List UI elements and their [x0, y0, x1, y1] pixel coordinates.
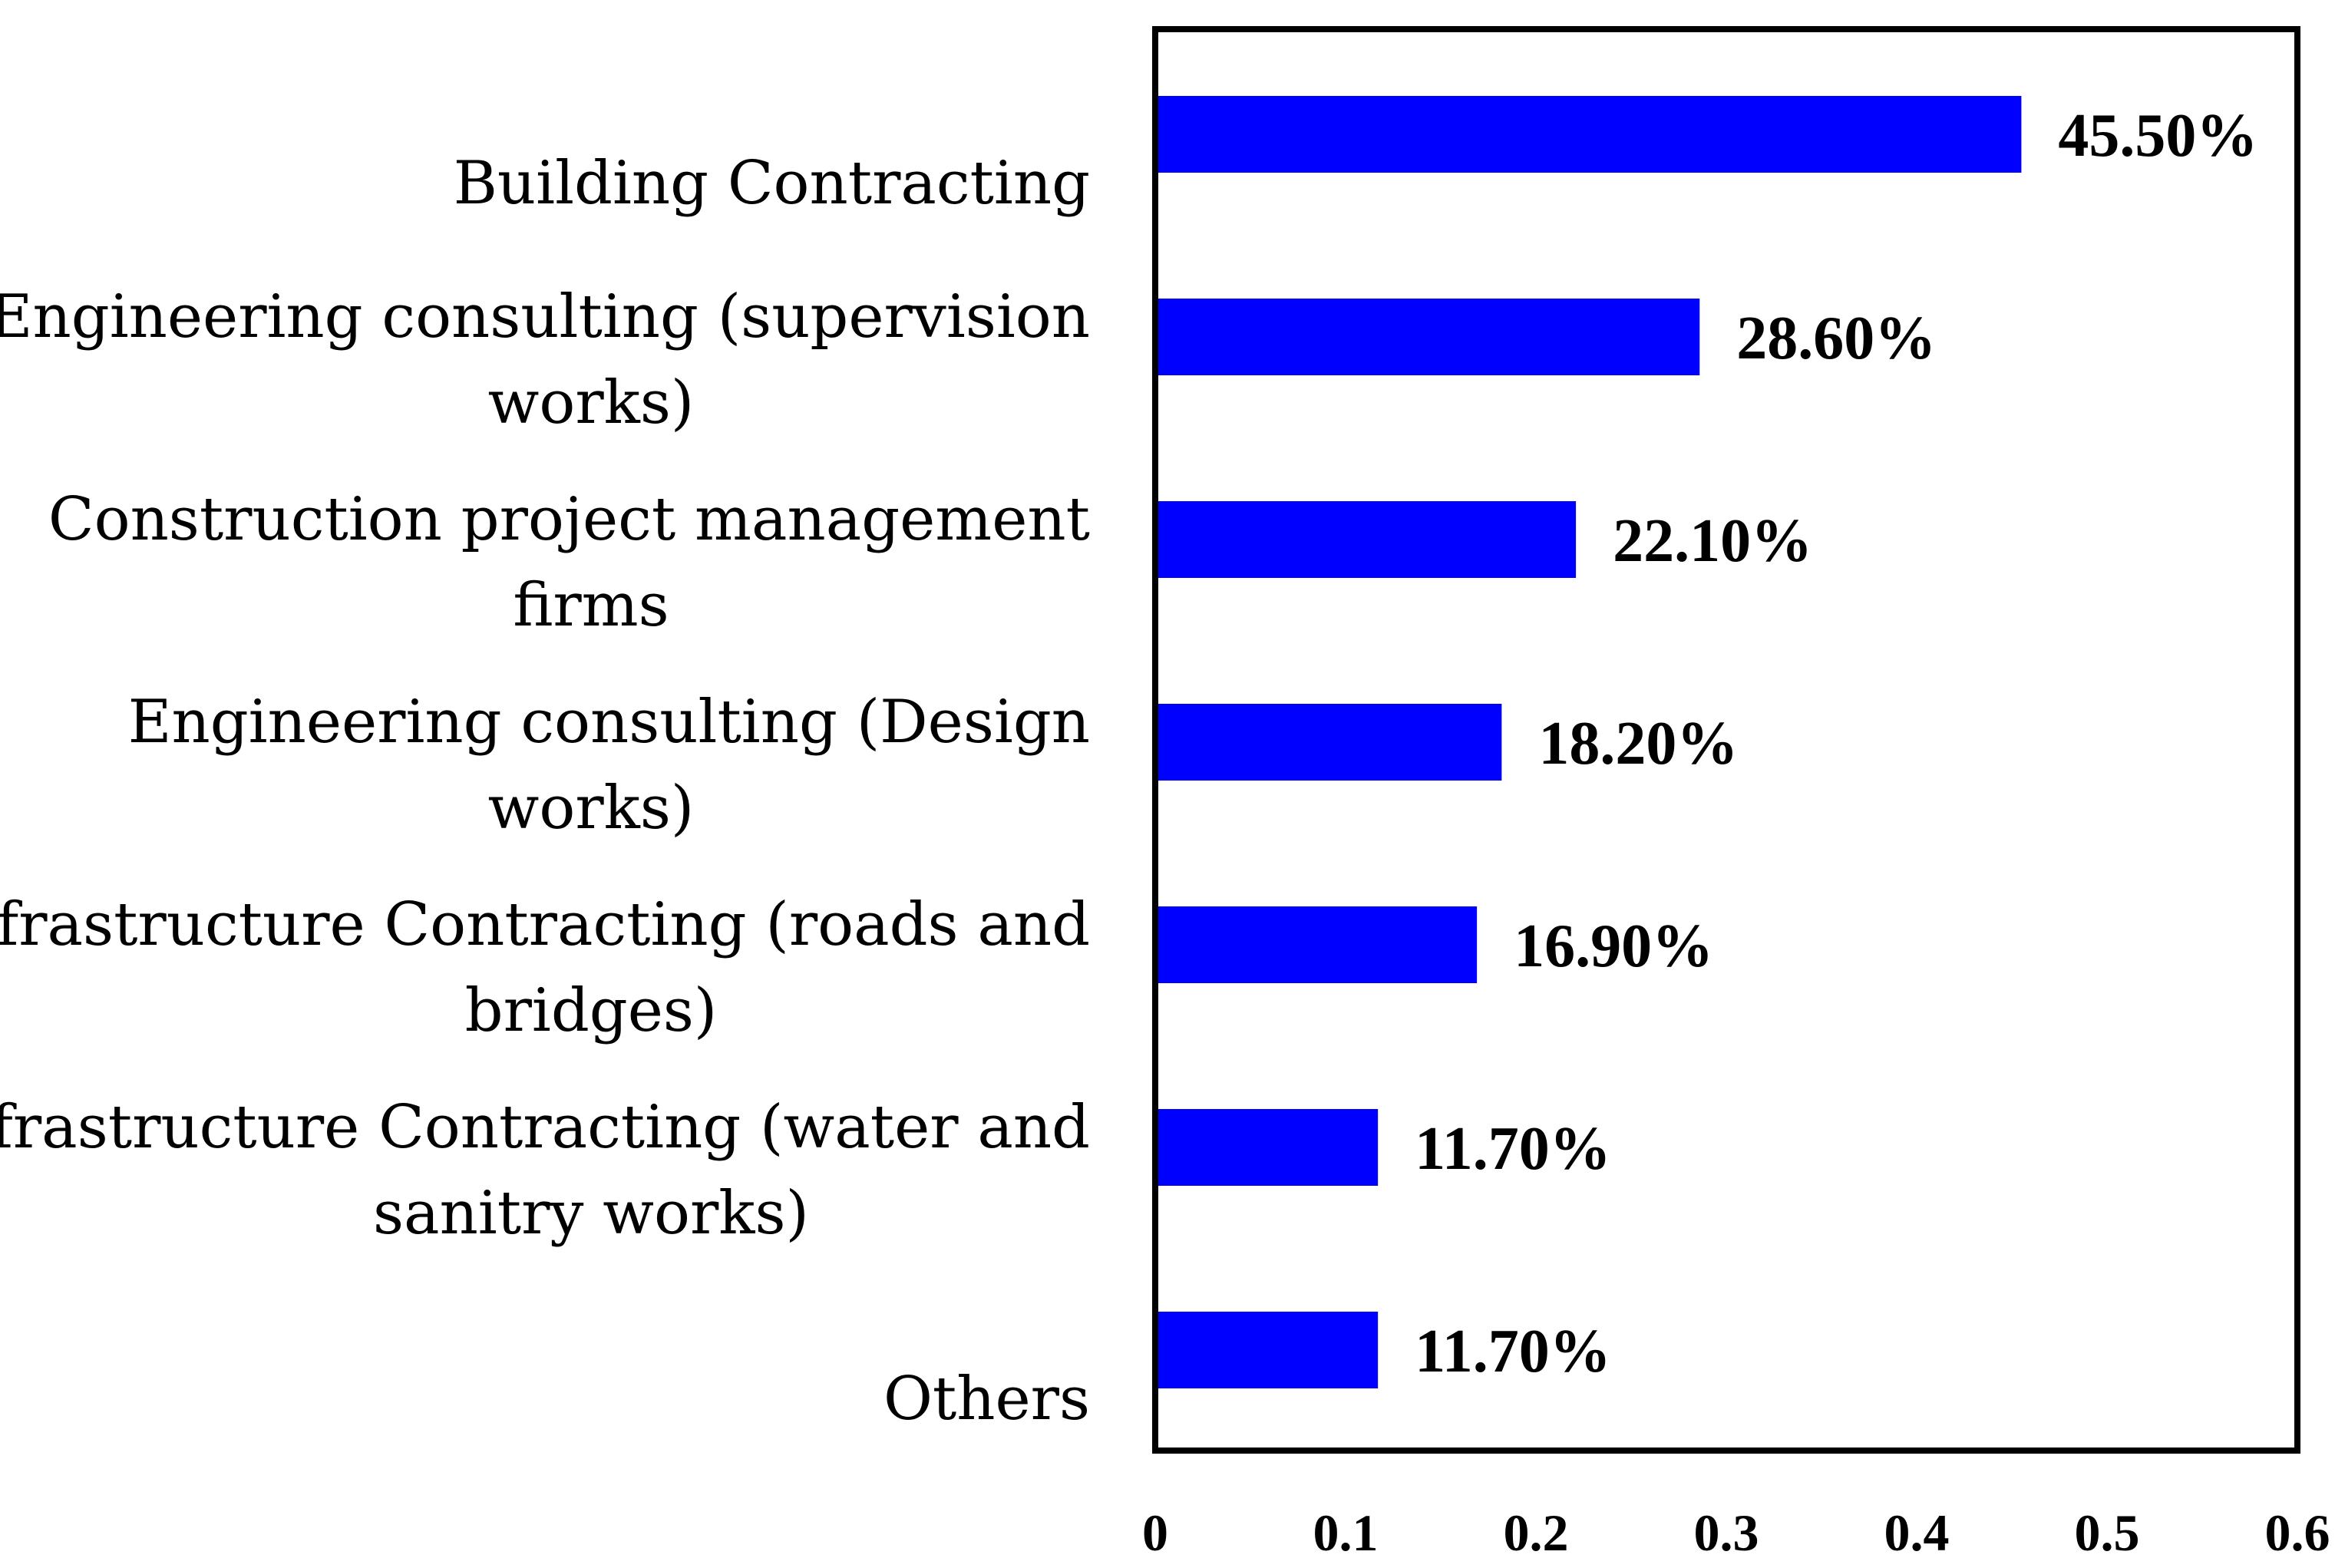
bar-2 [1158, 501, 1577, 578]
category-label-3-line-0: Engineering consulting (Design [128, 688, 1090, 757]
category-label-4-line-0: Infrastructure Contracting (roads and [0, 890, 1090, 959]
category-labels-layer: Building Contracting Engineering consulti… [0, 149, 1090, 1434]
category-label-0-line-0: Building Contracting [454, 149, 1090, 218]
x-ticks-layer: 0 0.1 0.2 0.3 0.4 0.5 0.6 [1142, 1504, 2330, 1562]
x-tick-label-6: 0.6 [2265, 1504, 2330, 1562]
bar-0 [1158, 96, 2022, 173]
category-label-4-line-1: bridges) [465, 976, 718, 1045]
plot-frame [1152, 26, 2300, 1454]
bar-3 [1158, 704, 1502, 781]
value-label-5: 11.70% [1415, 1115, 1611, 1183]
category-label-6-line-0: Others [883, 1365, 1090, 1434]
value-label-2: 22.10% [1613, 507, 1812, 575]
x-tick-label-3: 0.3 [1694, 1504, 1759, 1562]
category-label-3-line-1: works) [488, 774, 695, 843]
bar-1 [1158, 299, 1700, 375]
value-label-0: 45.50% [2058, 102, 2257, 170]
category-label-5-line-1: sanitry works) [373, 1179, 809, 1248]
x-tick-label-0: 0 [1142, 1504, 1168, 1562]
category-label-1-line-0: Engineering consulting (supervision [0, 282, 1090, 352]
category-label-2-line-0: Construction project management [48, 485, 1090, 554]
bar-4 [1158, 906, 1478, 983]
x-tick-label-2: 0.2 [1504, 1504, 1569, 1562]
bar-5 [1158, 1109, 1379, 1186]
value-label-1: 28.60% [1736, 305, 1936, 372]
category-label-1-line-1: works) [488, 368, 695, 437]
value-label-4: 16.90% [1514, 913, 1713, 980]
x-tick-label-1: 0.1 [1313, 1504, 1379, 1562]
x-tick-label-5: 0.5 [2075, 1504, 2140, 1562]
value-labels-layer: 45.50% 28.60% 22.10% 18.20% 16.90% 11.70% 11.7… [1415, 102, 2257, 1385]
category-label-5-line-0: Infrastructure Contracting (water and [0, 1093, 1090, 1162]
bars-layer [1158, 96, 2022, 1388]
x-tick-label-4: 0.4 [1884, 1504, 1950, 1562]
category-label-2-line-1: firms [513, 571, 669, 640]
value-label-3: 18.20% [1538, 710, 1738, 777]
bar-6 [1158, 1312, 1379, 1388]
value-label-6: 11.70% [1415, 1318, 1611, 1385]
